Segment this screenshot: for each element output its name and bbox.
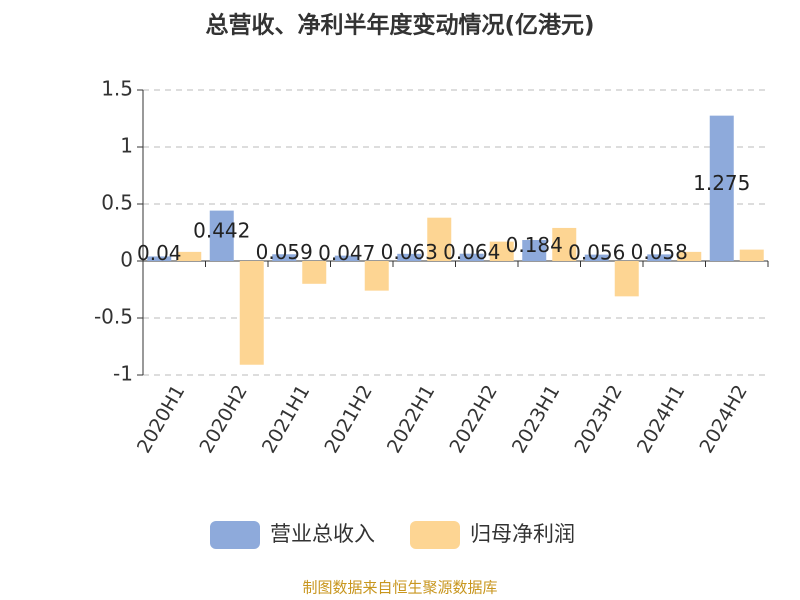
x-tick-label: 2024H2: [695, 381, 751, 457]
data-label: 0.058: [631, 240, 688, 264]
x-tick-label: 2022H2: [445, 381, 501, 457]
data-label: 0.04: [137, 241, 182, 265]
bar: [489, 241, 514, 261]
data-label: 0.059: [256, 240, 313, 264]
y-tick-label: 0: [120, 248, 133, 272]
bar: [522, 240, 547, 261]
bar: [647, 254, 672, 261]
data-label: 1.275: [693, 171, 750, 195]
x-tick-label: 2020H2: [195, 381, 251, 457]
data-label: 0.064: [443, 240, 500, 264]
y-tick-label: -1: [113, 362, 133, 386]
y-tick-label: -0.5: [94, 305, 133, 329]
bar: [209, 210, 234, 261]
bar: [677, 251, 702, 261]
bar: [709, 115, 734, 262]
data-label: 0.056: [568, 240, 625, 264]
data-label: 0.047: [318, 241, 375, 265]
bar: [334, 255, 359, 261]
bar: [614, 261, 639, 297]
x-tick-label: 2023H2: [570, 381, 626, 457]
bar: [552, 227, 577, 261]
bar: [147, 256, 172, 261]
legend-swatch: [410, 521, 460, 549]
bar: [427, 217, 452, 261]
bar: [177, 251, 202, 261]
data-label: 0.184: [506, 233, 563, 257]
y-tick-label: 1: [120, 134, 133, 158]
y-tick-label: 0.5: [101, 191, 133, 215]
x-tick-label: 2024H1: [633, 381, 689, 457]
source-note: 制图数据来自恒生聚源数据库: [302, 579, 497, 597]
bar: [272, 254, 297, 261]
chart-title: 总营收、净利半年度变动情况(亿港元): [205, 12, 594, 39]
bar: [302, 261, 327, 284]
x-tick-label: 2021H2: [320, 381, 376, 457]
bar: [739, 249, 764, 261]
y-tick-label: 1.5: [101, 77, 133, 101]
bar: [364, 261, 389, 291]
legend-label: 营业总收入: [270, 522, 375, 546]
bar: [397, 253, 422, 261]
bar: [459, 253, 484, 261]
bar: [584, 254, 609, 261]
legend-label: 归母净利润: [470, 522, 575, 546]
data-label: 0.442: [193, 218, 250, 242]
x-tick-label: 2022H1: [383, 381, 439, 457]
bar: [239, 261, 264, 365]
x-tick-label: 2021H1: [258, 381, 314, 457]
data-label: 0.063: [381, 240, 438, 264]
x-tick-label: 2020H1: [133, 381, 189, 457]
x-tick-label: 2023H1: [508, 381, 564, 457]
legend-swatch: [210, 521, 260, 549]
